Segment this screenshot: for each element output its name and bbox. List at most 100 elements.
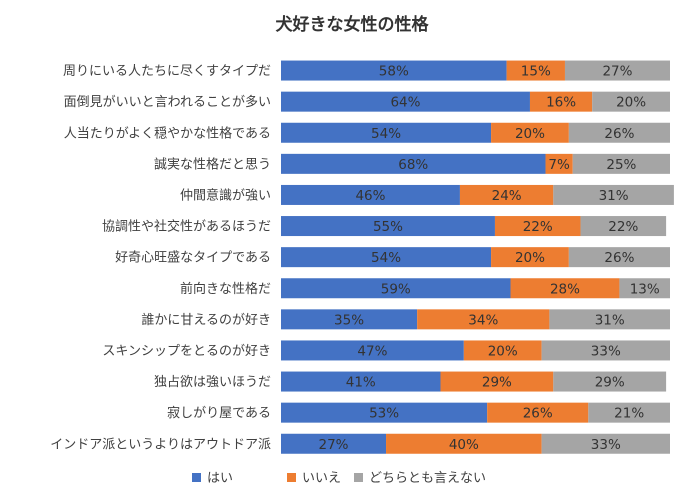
legend: はい いいえ どちらとも言えない xyxy=(192,471,486,486)
data-label: 55% xyxy=(373,219,403,235)
bar-neutral xyxy=(564,60,670,81)
category-label: 誠実な性格だと思う xyxy=(154,156,271,172)
bar-no xyxy=(491,247,569,268)
bar-neutral xyxy=(568,122,670,143)
data-label: 31% xyxy=(599,188,629,204)
data-label: 26% xyxy=(604,250,634,266)
category-label: 誰かに甘えるのが好き xyxy=(141,312,271,328)
bar-neutral xyxy=(592,91,670,112)
data-label: 46% xyxy=(355,188,385,204)
bar-neutral xyxy=(588,402,670,423)
bar-neutral xyxy=(619,278,670,299)
bar-yes xyxy=(281,184,460,205)
bar-yes xyxy=(281,402,488,423)
bar-yes xyxy=(281,247,492,268)
data-label: 22% xyxy=(608,219,638,235)
data-label: 29% xyxy=(595,375,625,391)
data-label: 47% xyxy=(357,343,387,359)
bar-no xyxy=(463,340,542,361)
category-label: スキンシップをとるのが好き xyxy=(102,344,271,359)
category-label: 仲間意識が強い xyxy=(180,187,271,203)
data-label: 33% xyxy=(591,437,621,453)
data-label: 54% xyxy=(371,250,401,266)
bar-neutral xyxy=(572,153,670,174)
bar-yes xyxy=(281,309,418,330)
data-label: 27% xyxy=(319,437,349,453)
bar-neutral xyxy=(568,247,670,268)
chart-title: 犬好きな女性の性格 xyxy=(276,14,430,35)
data-label: 64% xyxy=(390,95,420,111)
data-label: 15% xyxy=(521,64,551,80)
bar-no xyxy=(529,91,593,112)
data-label: 13% xyxy=(630,281,660,297)
bar-neutral xyxy=(549,309,670,330)
bar-yes xyxy=(281,153,546,174)
category-label: 協調性や社交性があるほうだ xyxy=(102,219,271,235)
bar-yes xyxy=(281,122,492,143)
legend-label-neutral: どちらとも言えない xyxy=(369,471,486,486)
data-label: 58% xyxy=(379,64,409,80)
bar-no xyxy=(487,402,589,423)
data-label: 20% xyxy=(515,250,545,266)
data-label: 54% xyxy=(371,126,401,142)
data-label: 68% xyxy=(398,157,428,173)
bar-no xyxy=(440,371,554,392)
legend-label-yes: はい xyxy=(207,471,233,486)
data-label: 27% xyxy=(602,64,632,80)
category-label: 周りにいる人たちに尽くすタイプだ xyxy=(63,64,271,79)
bar-yes xyxy=(281,340,464,361)
bar-no xyxy=(545,153,573,174)
plot-area: 周りにいる人たちに尽くすタイプだ 58% 15% 27% 面倒見がいいと言われることが多… xyxy=(50,60,674,454)
category-label: 面倒見がいいと言われることが多い xyxy=(64,94,271,110)
category-label: 人当たりがよく穏やかな性格である xyxy=(64,125,271,141)
legend-swatch-yes xyxy=(192,473,201,482)
data-label: 29% xyxy=(482,375,512,391)
bar-yes xyxy=(281,216,495,237)
legend-swatch-neutral xyxy=(354,473,363,482)
bar-no xyxy=(491,122,569,143)
bar-yes xyxy=(281,371,441,392)
data-label: 7% xyxy=(548,157,570,173)
data-label: 20% xyxy=(616,95,646,111)
data-label: 53% xyxy=(369,406,399,422)
bar-no xyxy=(417,309,550,330)
data-label: 22% xyxy=(523,219,553,235)
data-label: 28% xyxy=(550,281,580,297)
category-label: 独占欲は強いほうだ xyxy=(154,374,271,390)
bar-neutral xyxy=(553,371,667,392)
bar-no xyxy=(494,216,581,237)
bar-no xyxy=(510,278,620,299)
category-label: インドア派というよりはアウトドア派 xyxy=(50,437,271,452)
bar-yes xyxy=(281,433,387,454)
bar-yes xyxy=(281,278,511,299)
legend-swatch-no xyxy=(287,473,296,482)
data-label: 33% xyxy=(591,343,621,359)
data-label: 26% xyxy=(523,406,553,422)
bar-no xyxy=(386,433,542,454)
data-label: 31% xyxy=(595,312,625,328)
data-label: 40% xyxy=(449,437,479,453)
bar-neutral xyxy=(541,340,670,361)
bar-yes xyxy=(281,60,507,81)
category-label: 前向きな性格だ xyxy=(180,281,271,297)
data-label: 24% xyxy=(492,188,522,204)
legend-label-no: いいえ xyxy=(302,471,341,486)
data-label: 16% xyxy=(546,95,576,111)
category-label: 寂しがり屋である xyxy=(167,405,271,421)
data-label: 34% xyxy=(468,312,498,328)
bar-neutral xyxy=(553,184,674,205)
bar-neutral xyxy=(541,433,670,454)
bar-no xyxy=(506,60,565,81)
data-label: 21% xyxy=(614,406,644,422)
data-label: 26% xyxy=(604,126,634,142)
data-label: 59% xyxy=(381,281,411,297)
category-label: 好奇心旺盛なタイプである xyxy=(115,250,271,266)
data-label: 35% xyxy=(334,312,364,328)
bar-neutral xyxy=(580,216,667,237)
bar-no xyxy=(459,184,554,205)
data-label: 41% xyxy=(346,375,376,391)
data-label: 20% xyxy=(515,126,545,142)
data-label: 25% xyxy=(606,157,636,173)
bar-yes xyxy=(281,91,530,112)
